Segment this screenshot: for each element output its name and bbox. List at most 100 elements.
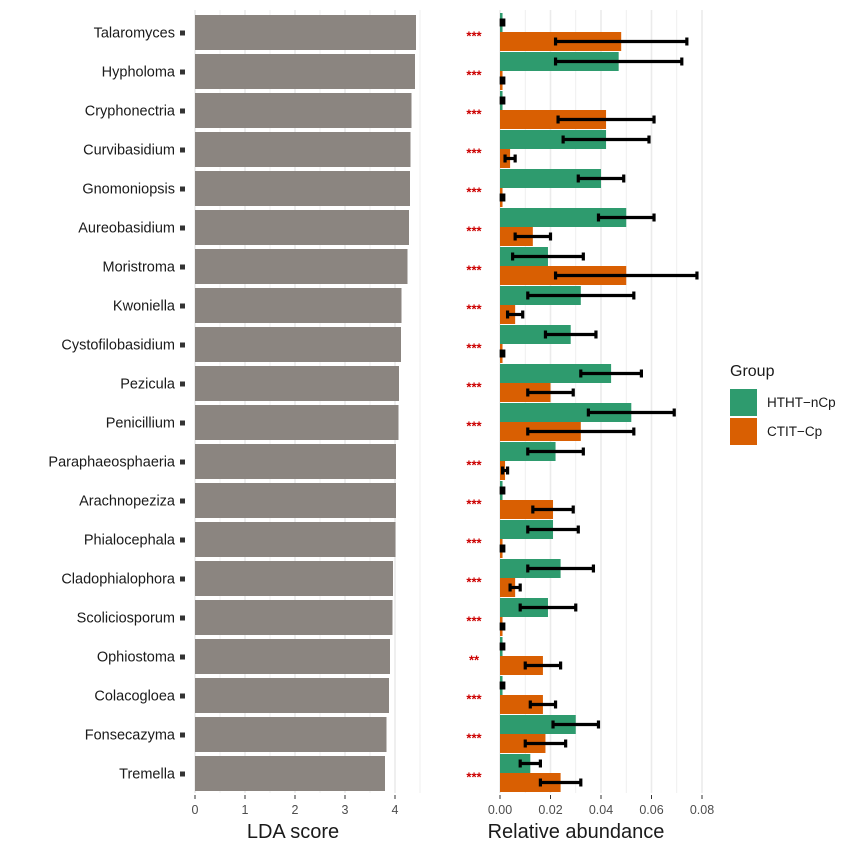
significance-curvibasidium: ***: [466, 146, 482, 161]
abundance-bar-ctit-cp-pezicula: [500, 383, 551, 402]
lda-tick-label: 1: [242, 803, 249, 817]
genus-label-penicillium: Penicillium: [106, 416, 175, 432]
genus-label-fonsecazyma: Fonsecazyma: [85, 728, 176, 744]
genus-label-colacogloea: Colacogloea: [94, 689, 176, 705]
lda-bars: [195, 15, 416, 791]
genus-label-cystofilobasidium: Cystofilobasidium: [61, 338, 175, 354]
abundance-bar-htht-ncp-gnomoniopsis: [500, 169, 601, 188]
lda-bar-paraphaeosphaeria: [195, 444, 396, 479]
abundance-bar-htht-ncp-pezicula: [500, 364, 612, 383]
lda-bar-aureobasidium: [195, 210, 409, 245]
lda-tick-label: 2: [292, 803, 299, 817]
lda-bar-tremella: [195, 756, 385, 791]
genus-label-phialocephala: Phialocephala: [84, 533, 176, 549]
genus-tick-mark: [180, 537, 185, 543]
genus-labels: Talaromyces Hypholoma Cryphonectria Curviba…: [48, 26, 185, 783]
abundance-tick-label: 0.00: [488, 803, 512, 817]
genus-tick-mark: [180, 264, 185, 270]
significance-pezicula: ***: [466, 380, 482, 395]
significance-moristroma: ***: [466, 263, 482, 278]
abundance-bar-ctit-cp-arachnopeziza: [500, 500, 554, 519]
genus-tick-mark: [180, 654, 185, 660]
legend-title: Group: [730, 363, 775, 380]
abundance-bar-ctit-cp-tremella: [500, 773, 561, 792]
abundance-bar-ctit-cp-colacogloea: [500, 695, 543, 714]
significance-aureobasidium: ***: [466, 224, 482, 239]
abundance-tick-label: 0.04: [589, 803, 613, 817]
genus-label-talaromyces: Talaromyces: [94, 26, 175, 42]
genus-tick-mark: [180, 225, 185, 231]
genus-label-aureobasidium: Aureobasidium: [78, 221, 175, 237]
significance-labels: ****************************************…: [466, 29, 482, 785]
significance-scoliciosporum: ***: [466, 614, 482, 629]
lda-tick-label: 4: [392, 803, 399, 817]
genus-label-ophiostoma: Ophiostoma: [97, 650, 176, 666]
genus-tick-mark: [180, 303, 185, 309]
legend-swatch-htht-ncp: [730, 389, 757, 416]
lda-bar-pezicula: [195, 366, 399, 401]
abundance-bar-htht-ncp-penicillium: [500, 403, 632, 422]
significance-colacogloea: ***: [466, 692, 482, 707]
lda-bar-hypholoma: [195, 54, 415, 89]
genus-tick-mark: [180, 108, 185, 114]
lda-tick-label: 3: [342, 803, 349, 817]
abundance-bar-htht-ncp-tremella: [500, 754, 531, 773]
lda-bar-penicillium: [195, 405, 399, 440]
abundance-bar-htht-ncp-fonsecazyma: [500, 715, 576, 734]
significance-hypholoma: ***: [466, 68, 482, 83]
genus-tick-mark: [180, 732, 185, 738]
legend: Group HTHT−nCp CTIT−Cp: [730, 363, 836, 445]
abundance-tick-label: 0.06: [639, 803, 663, 817]
legend-label-htht-ncp: HTHT−nCp: [767, 395, 836, 410]
genus-tick-mark: [180, 615, 185, 621]
genus-tick-mark: [180, 381, 185, 387]
significance-arachnopeziza: ***: [466, 497, 482, 512]
genus-label-cladophialophora: Cladophialophora: [61, 572, 176, 588]
significance-cystofilobasidium: ***: [466, 341, 482, 356]
genus-tick-mark: [180, 459, 185, 465]
abundance-bar-ctit-cp-cryphonectria: [500, 110, 607, 129]
significance-cryphonectria: ***: [466, 107, 482, 122]
genus-tick-mark: [180, 30, 185, 36]
significance-cladophialophora: ***: [466, 575, 482, 590]
legend-swatch-ctit-cp: [730, 418, 757, 445]
significance-gnomoniopsis: ***: [466, 185, 482, 200]
genus-label-cryphonectria: Cryphonectria: [85, 104, 176, 120]
genus-label-paraphaeosphaeria: Paraphaeosphaeria: [48, 455, 176, 471]
significance-fonsecazyma: ***: [466, 731, 482, 746]
legend-label-ctit-cp: CTIT−Cp: [767, 424, 822, 439]
abundance-bars: [500, 13, 632, 792]
lda-bar-arachnopeziza: [195, 483, 396, 518]
genus-tick-mark: [180, 498, 185, 504]
genus-label-curvibasidium: Curvibasidium: [83, 143, 175, 159]
genus-tick-mark: [180, 147, 185, 153]
genus-label-moristroma: Moristroma: [102, 260, 175, 276]
genus-tick-mark: [180, 186, 185, 192]
genus-label-scoliciosporum: Scoliciosporum: [77, 611, 175, 627]
genus-label-arachnopeziza: Arachnopeziza: [79, 494, 176, 510]
genus-tick-mark: [180, 342, 185, 348]
lda-bar-cystofilobasidium: [195, 327, 401, 362]
abundance-bar-htht-ncp-curvibasidium: [500, 130, 607, 149]
abundance-bar-htht-ncp-aureobasidium: [500, 208, 627, 227]
lda-bar-fonsecazyma: [195, 717, 387, 752]
abundance-error-bars: [499, 18, 699, 787]
lda-bar-scoliciosporum: [195, 600, 393, 635]
significance-kwoniella: ***: [466, 302, 482, 317]
significance-ophiostoma: **: [469, 653, 480, 668]
significance-tremella: ***: [466, 770, 482, 785]
abundance-tick-label: 0.08: [690, 803, 714, 817]
genus-tick-mark: [180, 693, 185, 699]
lda-x-axis: 0 1 2 3 4: [192, 795, 399, 817]
abundance-bar-ctit-cp-ophiostoma: [500, 656, 543, 675]
genus-label-pezicula: Pezicula: [120, 377, 176, 393]
lda-bar-phialocephala: [195, 522, 396, 557]
abundance-tick-label: 0.02: [538, 803, 562, 817]
genus-tick-mark: [180, 576, 185, 582]
lda-bar-ophiostoma: [195, 639, 390, 674]
genus-label-kwoniella: Kwoniella: [113, 299, 176, 315]
lda-bar-cladophialophora: [195, 561, 393, 596]
abundance-axis-title: Relative abundance: [488, 821, 665, 843]
lda-bar-cryphonectria: [195, 93, 412, 128]
